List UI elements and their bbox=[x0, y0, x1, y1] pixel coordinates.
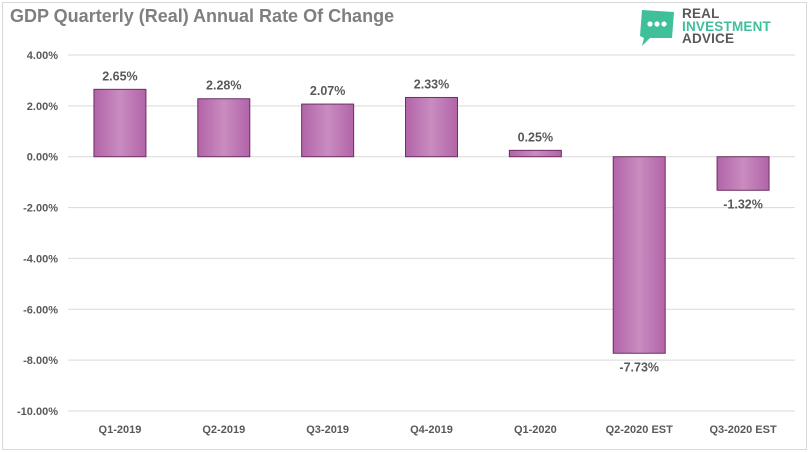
x-tick-label: Q3-2019 bbox=[306, 424, 349, 436]
bar-q1-2020 bbox=[508, 149, 562, 158]
x-tick-label: Q1-2020 bbox=[514, 424, 557, 436]
data-labels: 2.65% 2.28% 2.07% 2.33% 0.25% -7.73% -1.32% bbox=[102, 69, 763, 374]
bars bbox=[93, 88, 770, 354]
y-axis: 4.00% 2.00% 0.00% -2.00% -4.00% -6.00% -8.00% -… bbox=[17, 50, 58, 418]
y-tick-label: -6.00% bbox=[23, 304, 58, 316]
x-tick-label: Q3-2020 EST bbox=[709, 424, 777, 436]
logo-line-investment: INVESTMENT bbox=[682, 18, 772, 34]
y-tick-label: 4.00% bbox=[27, 50, 58, 62]
y-tick-label: -10.00% bbox=[17, 406, 58, 418]
bar-q3-2020-est bbox=[716, 156, 770, 191]
data-label: 2.65% bbox=[102, 69, 137, 83]
bar-q2-2019 bbox=[197, 98, 251, 158]
x-axis: Q1-2019 Q2-2019 Q3-2019 Q4-2019 Q1-2020 Q2-20… bbox=[99, 424, 777, 436]
logo-line-real: REAL bbox=[682, 6, 720, 21]
chat-bubble-icon bbox=[640, 10, 674, 46]
data-label: 2.07% bbox=[310, 84, 345, 98]
data-label: 2.33% bbox=[414, 77, 449, 91]
x-tick-label: Q2-2020 EST bbox=[606, 424, 674, 436]
data-label: 0.25% bbox=[518, 130, 553, 144]
data-label: -1.32% bbox=[723, 197, 763, 211]
y-tick-label: -2.00% bbox=[23, 203, 58, 215]
x-tick-label: Q1-2019 bbox=[99, 424, 142, 436]
bar-q2-2020-est bbox=[612, 156, 666, 354]
y-tick-label: 2.00% bbox=[27, 101, 58, 113]
y-tick-label: 0.00% bbox=[27, 152, 58, 164]
brand-logo: REAL INVESTMENT ADVICE bbox=[636, 6, 786, 48]
data-label: 2.28% bbox=[206, 79, 241, 93]
logo-line-advice: ADVICE bbox=[682, 31, 735, 46]
data-label: -7.73% bbox=[619, 360, 659, 374]
y-tick-label: -4.00% bbox=[23, 253, 58, 265]
bar-q3-2019 bbox=[301, 103, 355, 158]
bar-q4-2019 bbox=[405, 96, 458, 158]
bar-q1-2019 bbox=[93, 88, 147, 158]
x-tick-label: Q2-2019 bbox=[202, 424, 245, 436]
chart-title: GDP Quarterly (Real) Annual Rate Of Chan… bbox=[10, 6, 395, 26]
y-tick-label: -8.00% bbox=[23, 355, 58, 367]
x-tick-label: Q4-2019 bbox=[410, 424, 453, 436]
